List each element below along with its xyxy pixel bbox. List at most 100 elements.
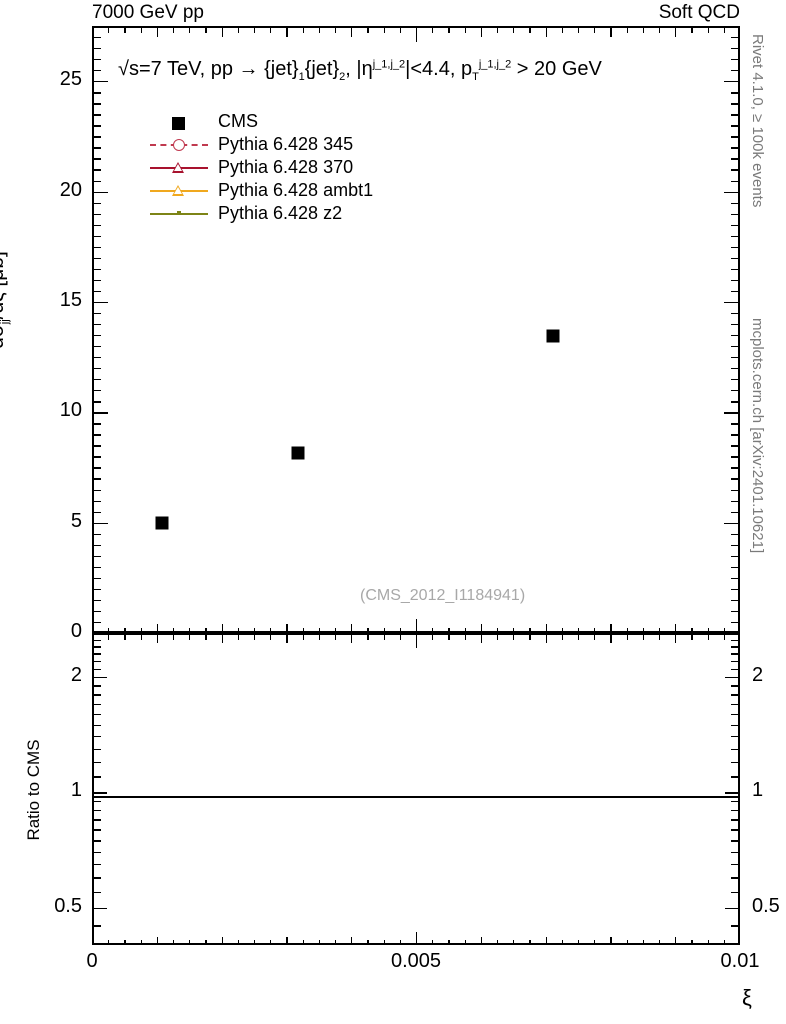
- y-tick-left: [94, 114, 101, 116]
- ratio-x-tick-top: [675, 635, 677, 643]
- y-tick-left: [94, 158, 101, 160]
- y-tick-label: 5: [70, 509, 82, 532]
- x-tick-top: [432, 28, 434, 33]
- ratio-y-tick-right: [731, 639, 738, 641]
- ratio-x-tick-top: [642, 635, 645, 640]
- x-tick-bottom: [221, 624, 223, 633]
- y-tick-right: [724, 522, 738, 524]
- legend-key: [150, 114, 208, 130]
- x-tick-bottom: [286, 624, 288, 633]
- ratio-y-tick-left: [94, 864, 101, 866]
- y-tick-right: [731, 235, 738, 237]
- y-tick-label: 0: [70, 620, 82, 642]
- plot-title-part-e: , |η: [345, 58, 373, 80]
- x-tick-top: [675, 28, 677, 37]
- y-tick-right: [731, 478, 738, 480]
- ratio-x-tick-bottom: [237, 940, 240, 945]
- ratio-plot-panel: [92, 633, 740, 945]
- x-tick-bottom: [432, 628, 434, 633]
- x-tick-top: [205, 28, 207, 33]
- ratio-x-tick-top: [529, 635, 531, 640]
- y-tick-left: [94, 390, 101, 392]
- ratio-tick-label: 2: [70, 663, 82, 686]
- data-point-cms: [546, 329, 560, 343]
- x-tick-bottom: [302, 628, 304, 633]
- y-tick-right: [731, 511, 738, 513]
- y-tick-left: [94, 599, 101, 602]
- ratio-y-tick-right: [731, 668, 738, 670]
- y-tick-left: [94, 81, 108, 83]
- legend-item[interactable]: Pythia 6.428 345: [150, 133, 373, 156]
- x-tick-bottom: [691, 628, 693, 633]
- ratio-x-tick-bottom: [723, 940, 726, 945]
- x-tick-top: [594, 28, 596, 33]
- ratio-x-tick-top: [545, 635, 547, 643]
- ratio-y-tick-left: [94, 713, 101, 716]
- y-tick-left: [94, 544, 101, 546]
- x-tick-top: [367, 28, 369, 33]
- ratio-x-tick-top: [156, 635, 159, 643]
- x-tick-bottom: [383, 628, 385, 633]
- legend-label: Pythia 6.428 z2: [218, 203, 343, 223]
- ratio-x-tick-top: [707, 635, 709, 640]
- y-tick-left: [94, 323, 101, 326]
- dot-marker-icon: [177, 210, 181, 215]
- x-tick-top: [416, 28, 418, 42]
- y-tick-left: [94, 434, 101, 436]
- header-collision-energy: 7000 GeV pp: [92, 2, 204, 23]
- main-plot-panel: [92, 26, 740, 633]
- y-tick-right: [731, 610, 738, 613]
- x-tick-top: [399, 28, 402, 33]
- x-tick-top: [286, 28, 288, 37]
- ratio-y-tick-left: [94, 646, 101, 648]
- ratio-x-tick-bottom: [561, 940, 564, 945]
- ratio-x-tick-top: [416, 635, 418, 648]
- y-tick-left: [94, 290, 101, 293]
- legend-label: Pythia 6.428 370: [218, 157, 354, 177]
- legend-key: [150, 137, 208, 153]
- y-tick-label: 20: [59, 178, 82, 201]
- ratio-x-tick-bottom: [707, 940, 709, 945]
- ratio-x-tick-bottom: [691, 940, 693, 945]
- y-tick-left: [94, 202, 101, 204]
- x-tick-bottom: [723, 628, 726, 633]
- source-reference-note: mcplots.cern.ch [arXiv:2401.10621]: [749, 318, 766, 554]
- legend-item[interactable]: Pythia 6.428 ambt1: [150, 179, 373, 202]
- ratio-y-tick-left: [94, 676, 107, 679]
- legend-label: Pythia 6.428 ambt1: [218, 180, 374, 200]
- ratio-tick-label-right: 1: [752, 779, 764, 802]
- ratio-x-tick-bottom: [480, 937, 483, 945]
- y-tick-left: [94, 169, 101, 171]
- y-tick-left: [94, 335, 101, 337]
- ratio-tick-label-right: 0.5: [752, 894, 780, 917]
- ratio-y-tick-left: [94, 829, 101, 831]
- ratio-x-tick-bottom: [286, 937, 288, 945]
- x-tick-top: [270, 28, 272, 33]
- plot-title-part-j: > 20 GeV: [511, 58, 602, 80]
- x-tick-bottom: [707, 628, 709, 633]
- ratio-x-tick-bottom: [659, 940, 661, 945]
- y-tick-right: [731, 555, 738, 558]
- ratio-x-tick-bottom: [529, 940, 531, 945]
- ratio-x-tick-bottom: [140, 940, 142, 945]
- legend-item[interactable]: Pythia 6.428 370: [150, 156, 373, 179]
- y-tick-right: [731, 279, 738, 282]
- y-tick-right: [731, 489, 738, 491]
- header-process-label: Soft QCD: [658, 2, 740, 23]
- legend-item[interactable]: Pythia 6.428 z2: [150, 202, 373, 225]
- ratio-x-tick-bottom: [351, 937, 353, 945]
- x-tick-top: [237, 28, 240, 33]
- x-tick-bottom: [189, 628, 191, 633]
- x-tick-bottom: [318, 628, 321, 633]
- y-tick-left: [94, 312, 101, 315]
- y-tick-left: [94, 379, 101, 381]
- ratio-y-tick-left: [94, 748, 101, 750]
- y-tick-left: [94, 147, 101, 149]
- y-tick-left: [94, 301, 108, 304]
- x-tick-top: [302, 28, 304, 33]
- ratio-y-tick-right: [731, 713, 738, 716]
- ratio-y-tick-right: [731, 660, 738, 663]
- legend-item[interactable]: CMS: [150, 110, 373, 133]
- y-tick-right: [731, 169, 738, 171]
- y-tick-left: [94, 566, 101, 569]
